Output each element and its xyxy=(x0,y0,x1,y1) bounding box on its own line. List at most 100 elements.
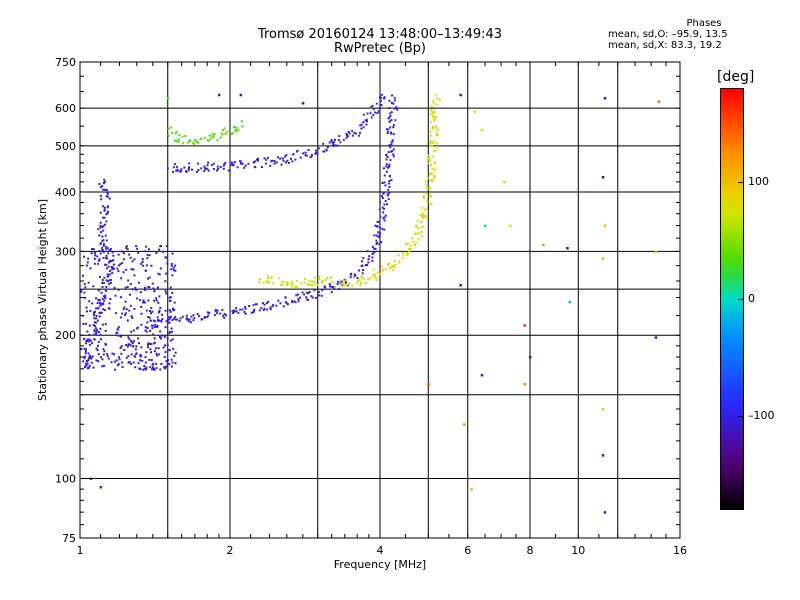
echo-point xyxy=(122,271,125,274)
echo-point xyxy=(601,257,605,260)
echo-point xyxy=(137,251,140,254)
echo-point xyxy=(430,172,433,175)
echo-point xyxy=(107,307,110,310)
echo-point xyxy=(164,309,167,312)
echo-point xyxy=(196,313,199,315)
echo-point xyxy=(376,225,379,228)
echo-point xyxy=(200,137,203,140)
echo-point xyxy=(379,96,381,99)
echo-point xyxy=(97,331,100,333)
echo-point xyxy=(105,239,108,242)
echo-point xyxy=(150,312,153,315)
echo-point xyxy=(422,195,425,197)
echo-point xyxy=(198,315,201,317)
echo-point xyxy=(230,161,233,164)
echo-point xyxy=(174,351,177,354)
echo-point xyxy=(360,281,363,284)
echo-point xyxy=(97,289,100,292)
echo-point xyxy=(85,322,87,325)
echo-point xyxy=(204,167,207,170)
echo-point xyxy=(183,166,186,169)
echo-point xyxy=(191,141,194,144)
echo-point xyxy=(113,360,116,363)
echo-point xyxy=(137,337,140,340)
echo-point xyxy=(147,346,149,349)
echo-point xyxy=(89,267,92,270)
echo-point xyxy=(387,117,390,120)
echo-point xyxy=(142,299,145,302)
echo-point xyxy=(393,107,396,110)
echo-point xyxy=(121,262,124,265)
echo-point xyxy=(432,169,435,172)
echo-point xyxy=(101,279,104,281)
echo-point xyxy=(158,353,160,356)
echo-point xyxy=(222,167,225,170)
echo-point xyxy=(172,266,175,269)
echo-point xyxy=(252,304,255,306)
echo-point xyxy=(174,132,177,135)
echo-point xyxy=(107,357,110,360)
echo-point xyxy=(357,134,360,137)
echo-point xyxy=(361,264,364,267)
echo-point xyxy=(328,141,331,144)
colorbar-tick xyxy=(738,181,744,183)
echo-point xyxy=(124,300,127,303)
echo-point xyxy=(117,288,120,291)
echo-point xyxy=(290,285,293,288)
echo-point xyxy=(102,216,105,219)
echo-point xyxy=(303,281,306,284)
echo-point xyxy=(231,162,234,165)
phase-o-stats: mean, sd,O: –95.9, 13.5 xyxy=(608,29,728,40)
echo-point xyxy=(334,138,336,141)
echo-point xyxy=(382,217,385,220)
echo-point xyxy=(88,300,91,303)
echo-point xyxy=(206,167,209,170)
echo-point xyxy=(430,163,433,166)
x-tick-label: 1 xyxy=(77,544,84,557)
echo-point xyxy=(133,258,136,261)
echo-point xyxy=(333,141,335,144)
echo-point xyxy=(88,366,91,369)
echo-point xyxy=(396,108,399,111)
echo-point xyxy=(160,337,162,340)
echo-point xyxy=(459,284,462,287)
echo-point xyxy=(158,273,161,276)
echo-point xyxy=(313,280,315,283)
echo-point xyxy=(431,115,434,118)
echo-point xyxy=(151,282,154,285)
echo-point xyxy=(172,317,175,320)
echo-point xyxy=(171,291,174,294)
echo-point xyxy=(363,277,366,280)
echo-point xyxy=(388,165,391,168)
echo-point xyxy=(377,271,380,274)
echo-point xyxy=(361,260,363,263)
echo-point xyxy=(95,314,98,317)
echo-point xyxy=(357,280,360,283)
echo-point xyxy=(104,309,107,312)
echo-point xyxy=(395,107,397,110)
echo-point xyxy=(130,340,133,343)
echo-point xyxy=(353,273,356,276)
echo-point xyxy=(94,310,96,313)
echo-point xyxy=(133,355,136,358)
echo-point xyxy=(101,249,104,252)
echo-point xyxy=(383,207,385,210)
echo-point xyxy=(383,219,386,222)
echo-point xyxy=(80,348,83,350)
y-tick-label: 400 xyxy=(55,186,76,199)
echo-point xyxy=(267,277,270,280)
echo-point xyxy=(144,250,147,253)
echo-point xyxy=(83,347,86,350)
echo-point xyxy=(185,318,188,321)
echo-point xyxy=(197,162,200,165)
echo-point xyxy=(384,200,387,202)
echo-point xyxy=(296,149,299,152)
echo-point xyxy=(379,232,382,235)
echo-point xyxy=(108,279,111,282)
echo-point xyxy=(263,157,266,160)
echo-point xyxy=(150,307,153,309)
echo-point xyxy=(383,216,386,219)
echo-point xyxy=(344,280,347,283)
echo-point xyxy=(415,225,418,228)
echo-point xyxy=(351,284,354,287)
